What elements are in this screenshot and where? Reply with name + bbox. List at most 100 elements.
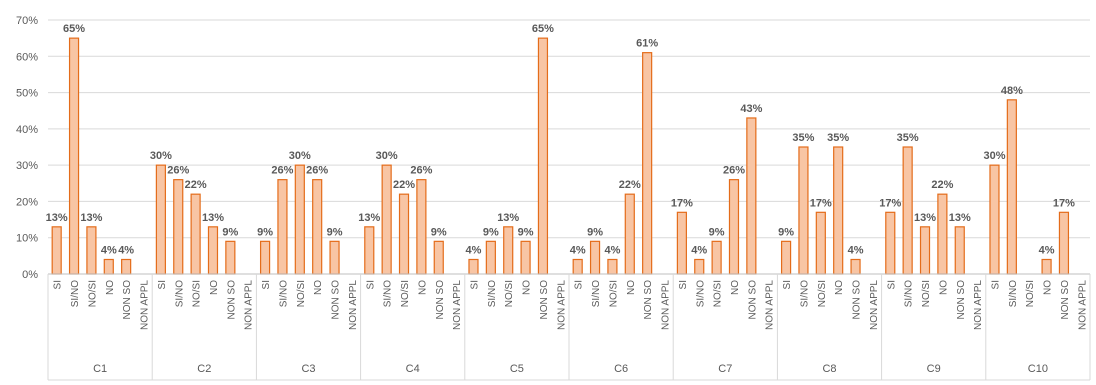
group-label: C8 (822, 363, 836, 375)
data-label: 4% (691, 244, 707, 256)
bar-c1-no-si (86, 226, 97, 275)
x-tick-label: NON SO (122, 280, 133, 320)
x-tick-label: SI/NO (695, 280, 706, 307)
bar-c8-si-no (798, 146, 809, 275)
bar-c5-no-si (503, 226, 514, 275)
data-label: 35% (897, 132, 919, 144)
data-label: 26% (410, 165, 432, 177)
data-label: 17% (671, 197, 693, 209)
x-tick-label: NO (313, 280, 324, 295)
x-tick-label: NON APPL (973, 280, 984, 330)
x-tick-label: SI/NO (487, 280, 498, 307)
bar-c5-si-no (485, 240, 496, 275)
x-tick-label: NON SO (852, 280, 863, 320)
y-tick-label: 30% (16, 160, 38, 172)
bar-c2-non-so (225, 240, 236, 275)
y-tick-label: 50% (16, 88, 38, 100)
bar-c7-si (676, 211, 687, 275)
x-tick-label: NO (730, 280, 741, 295)
bar-c3-no (312, 179, 323, 275)
data-label: 9% (431, 226, 447, 238)
data-label: 9% (257, 226, 273, 238)
bar-c1-no (103, 258, 114, 275)
bar-c3-no-si (294, 164, 305, 275)
data-label: 26% (167, 165, 189, 177)
data-label: 9% (518, 226, 534, 238)
bar-c8-non-so (850, 258, 861, 275)
data-labels: 13%65%13%4% 4%30%26%22%13%9% 9%26%30%26%9%… (46, 23, 1076, 256)
data-label: 13% (497, 212, 519, 224)
x-tick-label: SI (53, 280, 64, 289)
group-label: C2 (197, 363, 211, 375)
x-tick-label: SI/NO (799, 280, 810, 307)
data-label: 26% (306, 165, 328, 177)
bar-c4-si (364, 226, 375, 275)
data-label: 22% (619, 179, 641, 191)
bar-c2-no-si (190, 193, 201, 275)
data-label: 35% (827, 132, 849, 144)
data-label: 9% (222, 226, 238, 238)
bar-c7-non-so (746, 117, 757, 275)
bar-c7-no (728, 179, 740, 275)
data-label: 9% (778, 226, 794, 238)
x-tick-label: NON APPL (556, 280, 567, 330)
bar-c9-si (885, 211, 896, 275)
data-label: 22% (185, 179, 207, 191)
bar-c9-no (937, 193, 948, 275)
x-tick-label: NO (1043, 280, 1054, 295)
bar-c6-si (572, 258, 583, 275)
x-tick-label: SI (261, 280, 272, 289)
data-label: 13% (80, 212, 102, 224)
data-label: 4% (118, 244, 134, 256)
data-label: 30% (150, 150, 172, 162)
gridlines (48, 19, 1090, 275)
bar-c2-si (155, 164, 166, 275)
x-tick-label: NO (522, 280, 533, 295)
data-label: 13% (914, 212, 936, 224)
group-label: C10 (1028, 363, 1048, 375)
bars (51, 37, 1070, 275)
x-tick-label: NO (626, 280, 637, 295)
x-tick-label: NON SO (1060, 280, 1071, 320)
x-tick-label: NON SO (331, 280, 342, 320)
x-tick-label: SI (157, 280, 168, 289)
data-label: 48% (1001, 85, 1023, 97)
x-tick-label: NON APPL (869, 280, 880, 330)
bar-c3-si (259, 240, 271, 275)
group-label: C3 (301, 363, 315, 375)
x-tick-label: NON APPL (1077, 280, 1088, 330)
x-tick-label: NO (834, 280, 845, 295)
data-label: 17% (879, 197, 901, 209)
x-tick-label: NON APPL (452, 280, 463, 330)
x-tick-label: NO/SI (400, 280, 411, 307)
group-label: C5 (510, 363, 524, 375)
data-label: 30% (289, 150, 311, 162)
y-tick-label: 10% (16, 233, 38, 245)
x-tick-label: SI/NO (70, 280, 81, 307)
data-label: 30% (983, 150, 1005, 162)
bar-c1-si-no (68, 37, 80, 275)
x-tick-label: SI/NO (904, 280, 915, 307)
x-tick-label: NO/SI (817, 280, 828, 307)
data-label: 9% (709, 226, 725, 238)
bar-c7-si-no (694, 258, 705, 275)
group-label: C4 (406, 363, 420, 375)
data-label: 17% (810, 197, 832, 209)
bar-c1-si (51, 226, 62, 275)
data-label: 9% (587, 226, 603, 238)
data-label: 13% (358, 212, 380, 224)
data-label: 22% (393, 179, 415, 191)
x-tick-label: NO (105, 280, 116, 295)
data-label: 4% (604, 244, 620, 256)
x-tick-label: NO/SI (608, 280, 619, 307)
x-tick-label: NO/SI (504, 280, 515, 307)
y-tick-label: 70% (16, 15, 38, 27)
data-label: 22% (931, 179, 953, 191)
bar-c5-no (520, 240, 531, 275)
x-tick-label: SI/NO (591, 280, 602, 307)
x-tick-label: NON APPL (244, 280, 255, 330)
bar-c6-no (624, 193, 635, 275)
x-tick-label: SI (782, 280, 793, 289)
bar-c9-si-no (902, 146, 913, 275)
